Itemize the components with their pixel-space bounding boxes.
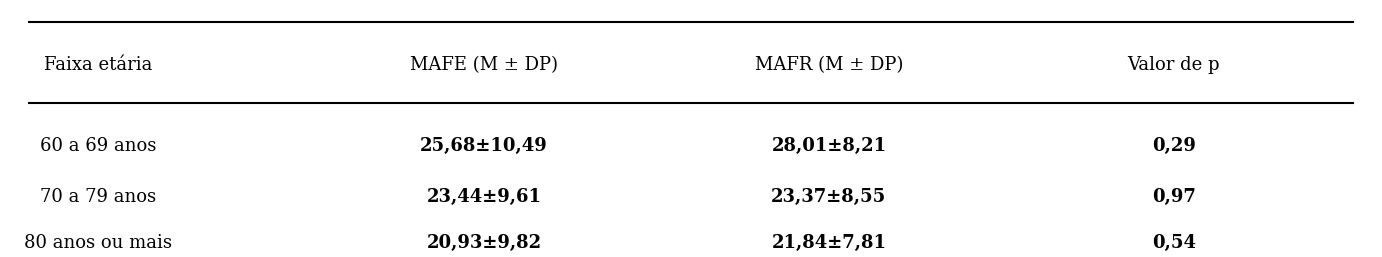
Text: MAFR (M ± DP): MAFR (M ± DP) [755,56,902,74]
Text: MAFE (M ± DP): MAFE (M ± DP) [410,56,558,74]
Text: 23,44±9,61: 23,44±9,61 [427,188,542,206]
Text: Valor de p: Valor de p [1128,56,1220,74]
Text: 23,37±8,55: 23,37±8,55 [771,188,886,206]
Text: 60 a 69 anos: 60 a 69 anos [40,137,156,155]
Text: 70 a 79 anos: 70 a 79 anos [40,188,156,206]
Text: 0,97: 0,97 [1151,188,1195,206]
Text: Faixa etária: Faixa etária [44,56,152,74]
Text: 20,93±9,82: 20,93±9,82 [427,234,542,252]
Text: 21,84±7,81: 21,84±7,81 [771,234,886,252]
Text: 80 anos ou mais: 80 anos ou mais [23,234,171,252]
Text: 25,68±10,49: 25,68±10,49 [420,137,549,155]
Text: 0,54: 0,54 [1151,234,1195,252]
Text: 0,29: 0,29 [1151,137,1195,155]
Text: 28,01±8,21: 28,01±8,21 [771,137,886,155]
